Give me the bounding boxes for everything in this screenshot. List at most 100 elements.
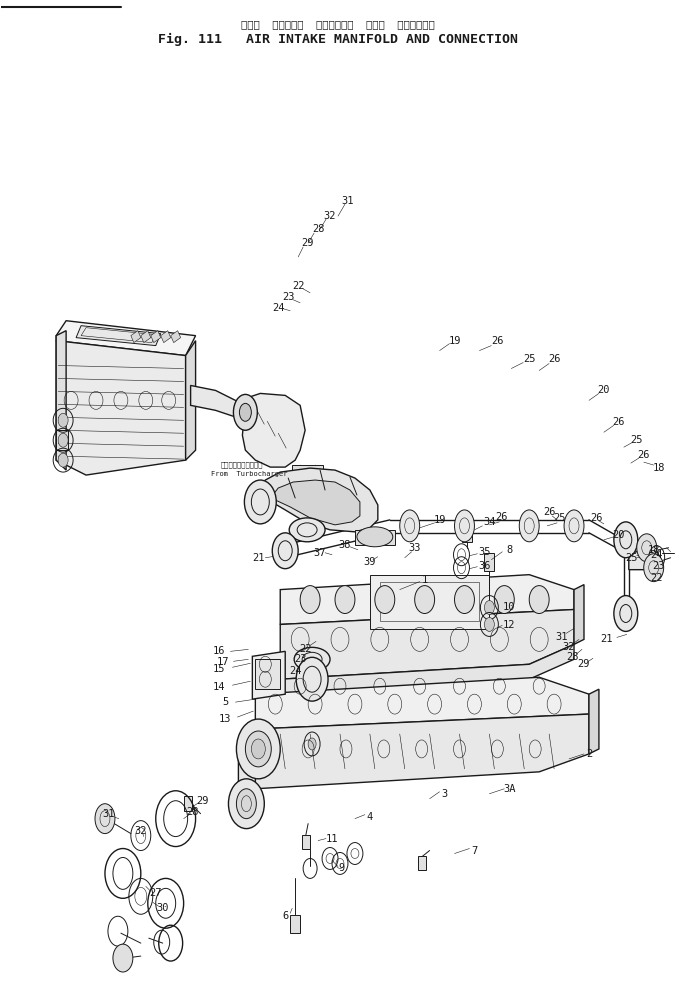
- Ellipse shape: [58, 413, 68, 428]
- Text: 13: 13: [219, 714, 232, 724]
- Text: 18: 18: [648, 545, 660, 554]
- Ellipse shape: [485, 601, 494, 614]
- Polygon shape: [141, 330, 151, 343]
- Polygon shape: [186, 341, 195, 460]
- Ellipse shape: [357, 527, 393, 547]
- Bar: [308, 709, 316, 727]
- Text: 16: 16: [212, 647, 224, 657]
- Ellipse shape: [637, 534, 656, 561]
- Text: 26: 26: [548, 354, 560, 364]
- Ellipse shape: [233, 394, 258, 431]
- Text: 29: 29: [301, 238, 314, 248]
- Text: 20: 20: [598, 385, 610, 395]
- Polygon shape: [256, 714, 589, 788]
- Ellipse shape: [237, 788, 256, 819]
- Text: 34: 34: [483, 517, 496, 527]
- Text: 28: 28: [187, 807, 199, 817]
- Text: 26: 26: [491, 335, 504, 346]
- Polygon shape: [281, 575, 574, 624]
- Text: 10: 10: [503, 602, 516, 611]
- Text: Fig. 111   AIR INTAKE MANIFOLD AND CONNECTION: Fig. 111 AIR INTAKE MANIFOLD AND CONNECT…: [158, 33, 518, 46]
- Text: 25: 25: [631, 435, 643, 445]
- Ellipse shape: [614, 596, 637, 631]
- Text: 30: 30: [156, 903, 169, 913]
- Text: 31: 31: [103, 809, 115, 819]
- Ellipse shape: [454, 586, 475, 613]
- Ellipse shape: [375, 586, 395, 613]
- Text: 38: 38: [339, 540, 352, 549]
- Text: 8: 8: [506, 545, 512, 554]
- Text: 31: 31: [341, 197, 354, 206]
- Bar: [462, 526, 473, 542]
- Ellipse shape: [113, 944, 133, 972]
- Text: 29: 29: [196, 795, 209, 806]
- Ellipse shape: [308, 738, 316, 750]
- Polygon shape: [256, 468, 378, 532]
- Text: 9: 9: [339, 863, 345, 874]
- Ellipse shape: [245, 480, 276, 524]
- Text: 5: 5: [222, 697, 228, 707]
- Bar: [184, 796, 191, 811]
- Text: 25: 25: [625, 552, 638, 562]
- Ellipse shape: [564, 510, 584, 542]
- Polygon shape: [76, 325, 161, 346]
- Ellipse shape: [251, 739, 265, 759]
- Text: 22: 22: [299, 644, 312, 655]
- Ellipse shape: [454, 510, 475, 542]
- Text: 33: 33: [408, 543, 421, 552]
- Text: 26: 26: [612, 418, 625, 428]
- Text: 4: 4: [367, 812, 373, 822]
- Ellipse shape: [300, 586, 320, 613]
- Text: エアー  インテーク  マニホールド  および  コネクション: エアー インテーク マニホールド および コネクション: [241, 19, 435, 29]
- Polygon shape: [243, 393, 305, 467]
- Ellipse shape: [237, 719, 281, 779]
- Ellipse shape: [228, 779, 264, 829]
- Text: 22: 22: [292, 281, 304, 291]
- Polygon shape: [629, 545, 658, 570]
- Ellipse shape: [294, 648, 330, 671]
- Text: 39: 39: [364, 556, 376, 567]
- Ellipse shape: [335, 586, 355, 613]
- Ellipse shape: [644, 553, 664, 582]
- Text: 31: 31: [555, 632, 567, 643]
- Bar: [418, 856, 426, 870]
- Text: ターボチャージャから: ターボチャージャから: [220, 462, 263, 469]
- Text: 24: 24: [289, 666, 301, 676]
- Text: 17: 17: [216, 658, 228, 667]
- Bar: [302, 835, 310, 848]
- Bar: [56, 431, 68, 450]
- Polygon shape: [56, 330, 66, 470]
- Bar: [370, 575, 489, 629]
- Text: 3: 3: [441, 788, 448, 799]
- Bar: [256, 660, 281, 689]
- Ellipse shape: [239, 403, 251, 422]
- Ellipse shape: [614, 522, 637, 557]
- Ellipse shape: [414, 586, 435, 613]
- Text: 21: 21: [601, 634, 613, 645]
- Text: 19: 19: [448, 335, 461, 346]
- Text: 26: 26: [543, 507, 556, 517]
- Polygon shape: [252, 652, 285, 699]
- Text: 21: 21: [252, 552, 264, 562]
- Text: 25: 25: [553, 513, 565, 523]
- Polygon shape: [171, 330, 180, 343]
- Polygon shape: [151, 330, 161, 343]
- Text: 27: 27: [149, 889, 162, 898]
- Ellipse shape: [485, 617, 494, 631]
- Polygon shape: [161, 330, 171, 343]
- Bar: [380, 582, 479, 621]
- Text: 23: 23: [282, 292, 295, 302]
- Bar: [290, 915, 300, 933]
- Text: 35: 35: [478, 547, 491, 556]
- Text: 7: 7: [471, 845, 477, 855]
- Polygon shape: [281, 645, 574, 694]
- Text: 3A: 3A: [503, 783, 516, 794]
- Text: 22: 22: [650, 573, 663, 583]
- Ellipse shape: [529, 586, 549, 613]
- Text: 37: 37: [314, 548, 327, 557]
- Ellipse shape: [95, 804, 115, 834]
- Text: 14: 14: [212, 682, 224, 692]
- Text: 11: 11: [326, 834, 338, 843]
- Ellipse shape: [494, 586, 514, 613]
- Ellipse shape: [272, 533, 298, 569]
